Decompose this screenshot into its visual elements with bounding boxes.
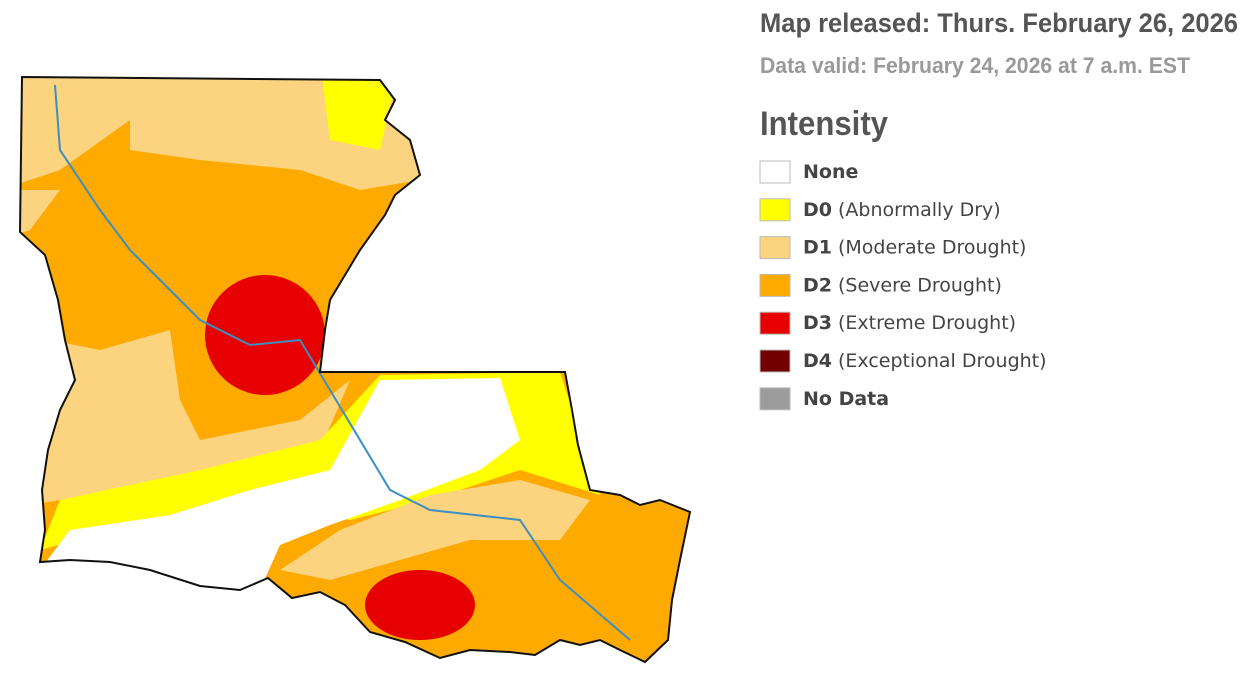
legend-entry: D4 (Exceptional Drought) xyxy=(803,350,1047,372)
legend-entry: D0 (Abnormally Dry) xyxy=(803,198,1001,220)
legend-swatch xyxy=(759,236,791,260)
legend-code: D0 xyxy=(803,198,832,220)
legend-swatch xyxy=(759,349,791,373)
d1-south xyxy=(280,480,590,580)
legend-title: Intensity xyxy=(760,105,888,143)
legend-label: (Exceptional Drought) xyxy=(838,350,1047,372)
legend-swatch xyxy=(759,273,791,297)
data-valid: Data valid: February 24, 2026 at 7 a.m. … xyxy=(760,53,1191,78)
legend-label: (Abnormally Dry) xyxy=(838,198,1001,220)
legend-code: No Data xyxy=(803,387,889,409)
legend-label: (Extreme Drought) xyxy=(838,312,1016,334)
map-released: Map released: Thurs. February 26, 2026 xyxy=(760,8,1238,38)
state-outline xyxy=(18,75,692,664)
legend-entry: None xyxy=(803,161,858,183)
legend-code: D3 xyxy=(803,312,832,334)
legend-code: D4 xyxy=(803,350,832,372)
legend-label: (Moderate Drought) xyxy=(838,236,1026,258)
d3-central xyxy=(205,275,325,395)
none-area xyxy=(40,378,520,590)
legend-code: D1 xyxy=(803,236,832,258)
louisiana-map xyxy=(20,77,690,662)
legend-entry: D1 (Moderate Drought) xyxy=(803,236,1026,258)
d1-northwest xyxy=(20,190,60,240)
legend-swatch xyxy=(759,160,791,184)
legend-swatch xyxy=(759,387,791,411)
legend-swatch xyxy=(759,311,791,335)
legend: None D0 (Abnormally Dry) D1 (Moderate Drough… xyxy=(759,160,1047,411)
d1-north xyxy=(20,77,420,190)
river xyxy=(54,84,631,641)
legend-entry: D2 (Severe Drought) xyxy=(803,274,1002,296)
legend-entry: D3 (Extreme Drought) xyxy=(803,312,1016,334)
legend-swatch xyxy=(759,198,791,222)
legend-label: (Severe Drought) xyxy=(838,274,1002,296)
legend-entry: No Data xyxy=(803,387,889,409)
d3-south xyxy=(365,570,475,640)
legend-code: D2 xyxy=(803,274,832,296)
d0-northeast xyxy=(320,77,400,150)
legend-code: None xyxy=(803,161,858,183)
